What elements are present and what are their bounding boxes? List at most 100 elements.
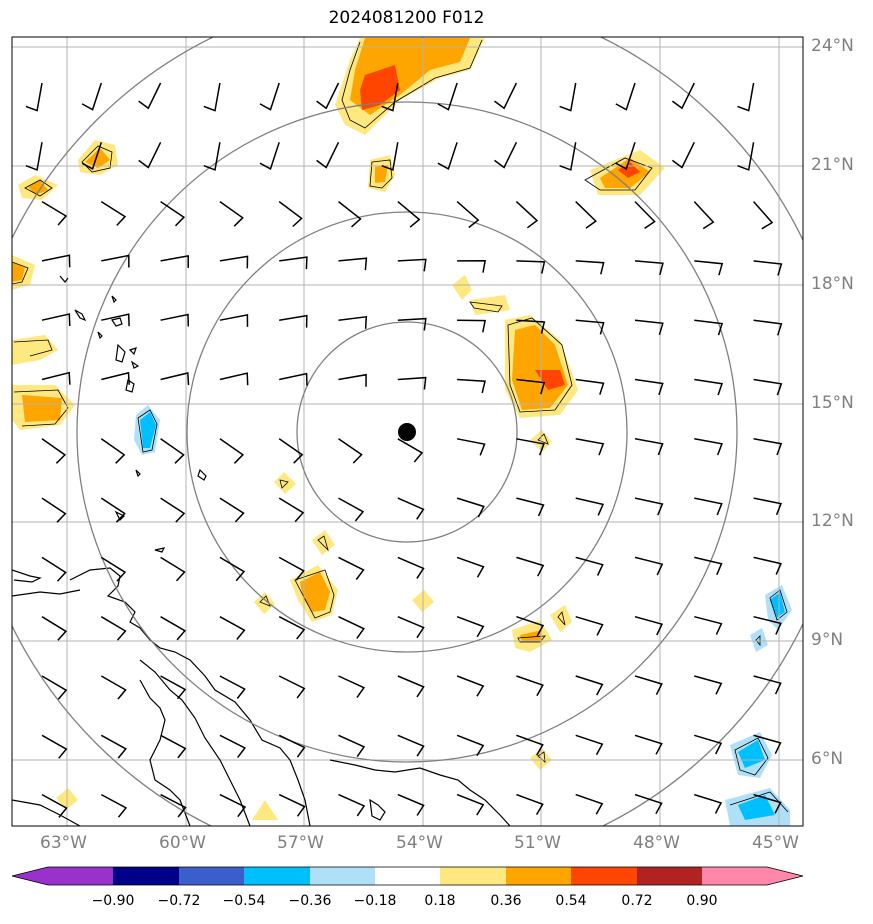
lon-label: 45°W	[752, 833, 799, 853]
wind-barb	[41, 675, 68, 700]
wind-barb	[494, 141, 518, 169]
wind-barb	[516, 734, 544, 756]
colorbar-segment	[113, 867, 179, 885]
lon-label: 54°W	[396, 833, 443, 853]
wind-barb	[559, 82, 577, 112]
wind-barb	[278, 556, 305, 581]
wind-barb	[516, 260, 546, 274]
wind-barb	[634, 319, 664, 336]
wind-barb	[138, 141, 162, 169]
wind-barb	[278, 497, 305, 523]
colorbar-tick-label: −0.18	[353, 893, 397, 909]
wind-barb	[397, 201, 421, 228]
wind-barb	[338, 675, 366, 699]
colorbar-segment	[48, 867, 113, 885]
colorbar-segment	[571, 867, 637, 885]
wind-barb	[753, 734, 782, 755]
wind-barb	[457, 260, 486, 273]
wind-barb	[575, 734, 604, 756]
wind-barb	[338, 556, 365, 580]
wind-barb	[397, 438, 424, 463]
wind-barb	[41, 371, 71, 385]
wind-barb	[457, 378, 486, 394]
colorbar-tick-label: −0.72	[157, 893, 201, 909]
wind-barb	[694, 260, 724, 276]
wind-barb	[316, 82, 340, 110]
colorbar-tick-label: 0.90	[686, 893, 718, 909]
colorbar-tick-label: −0.36	[288, 893, 332, 909]
wind-barb	[81, 82, 103, 111]
wind-barb	[338, 373, 367, 387]
coastlines	[12, 275, 511, 826]
wind-barb	[278, 734, 306, 758]
wind-barb	[437, 142, 458, 170]
wind-barb	[397, 616, 425, 639]
wind-barb	[160, 793, 187, 818]
lat-label: 24°N	[811, 36, 854, 56]
plot-frame	[11, 36, 804, 827]
wind-barb	[160, 675, 187, 700]
wind-barb	[397, 734, 425, 757]
wind-barb	[634, 497, 664, 516]
wind-barb	[575, 615, 604, 636]
wind-barb	[575, 556, 604, 576]
wind-barb	[575, 793, 604, 815]
wind-barb	[160, 497, 186, 523]
wind-barb	[456, 556, 485, 578]
wind-barb	[41, 438, 67, 464]
wind-barb	[25, 82, 43, 112]
wind-barb	[338, 616, 365, 639]
wind-barb	[338, 793, 366, 817]
wind-barb	[456, 734, 485, 757]
colorbar-tick-label: 0.72	[621, 893, 653, 909]
wind-barb	[160, 255, 189, 268]
wind-barb	[219, 255, 249, 269]
wind-barb	[397, 675, 425, 698]
wind-barb	[634, 615, 664, 636]
lat-label: 9°N	[811, 630, 844, 650]
wind-barb	[338, 315, 368, 329]
wind-barb	[753, 615, 782, 635]
colorbar-extend-low	[12, 867, 48, 885]
wind-barb	[219, 200, 244, 227]
colorbar-tick-label: 0.18	[424, 893, 456, 909]
wind-barb	[397, 497, 425, 520]
wind-barb	[278, 793, 306, 817]
wind-barb	[100, 616, 127, 641]
colorbar-segment	[637, 867, 702, 885]
wind-barb	[634, 438, 664, 456]
wind-barb	[219, 675, 246, 699]
lat-label: 6°N	[811, 749, 844, 769]
wind-barb	[160, 734, 187, 759]
wind-barb	[516, 438, 545, 456]
wind-barb	[160, 372, 190, 386]
wind-barb	[259, 142, 280, 170]
wind-barb	[100, 675, 127, 700]
wind-barb	[559, 142, 577, 171]
lon-label: 57°W	[277, 833, 324, 853]
wind-barb	[575, 378, 605, 395]
wind-barb	[203, 142, 221, 171]
wind-barb	[219, 616, 246, 640]
wind-barb	[219, 438, 245, 464]
wind-barb	[338, 497, 365, 522]
wind-barb	[25, 142, 43, 171]
wind-barb	[160, 200, 186, 227]
wind-barb	[100, 734, 127, 759]
wind-barb	[634, 675, 663, 696]
wind-barb	[219, 497, 245, 523]
lon-label: 60°W	[159, 833, 206, 853]
wind-barb	[100, 497, 126, 523]
wind-barb	[316, 141, 340, 169]
wind-barb	[41, 313, 71, 327]
wind-barb	[634, 378, 664, 396]
wind-barb	[753, 556, 782, 575]
wind-barb	[753, 793, 782, 814]
colorbar-segment	[506, 867, 571, 885]
wind-barb	[456, 497, 485, 518]
wind-barb	[381, 142, 399, 171]
wind-barb	[615, 142, 636, 170]
wind-barb	[278, 201, 303, 228]
wind-barb	[516, 378, 546, 395]
wind-barbs	[25, 82, 783, 818]
